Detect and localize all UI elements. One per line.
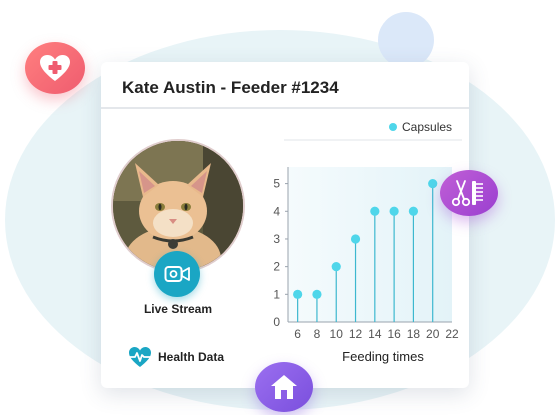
health-data-link[interactable]: Health Data — [128, 346, 224, 368]
data-point — [350, 234, 361, 244]
x-tick-label: 20 — [426, 327, 440, 341]
x-tick-label: 22 — [445, 327, 459, 341]
data-point — [428, 179, 438, 189]
live-stream-label: Live Stream — [143, 302, 213, 316]
data-point — [293, 289, 303, 299]
x-tick-label: 8 — [314, 327, 321, 341]
y-tick-label: 0 — [273, 315, 280, 329]
live-stream-button[interactable] — [154, 251, 200, 297]
x-tick-label: 12 — [349, 327, 363, 341]
legend-marker — [389, 123, 397, 131]
x-tick-label: 18 — [407, 327, 421, 341]
feeder-card: Kate Austin - Feeder #1234 — [101, 62, 469, 388]
data-point — [408, 206, 419, 216]
heartbeat-icon — [129, 347, 151, 367]
data-point — [331, 262, 341, 272]
y-tick-label: 3 — [273, 232, 280, 246]
x-tick-label: 6 — [294, 327, 301, 341]
data-point — [389, 206, 399, 216]
x-axis-label: Feeding times — [342, 349, 424, 364]
grooming-tools-icon — [451, 180, 483, 207]
background-bubble — [378, 12, 434, 68]
title-divider — [101, 107, 469, 109]
grooming-badge — [440, 170, 498, 216]
card-title: Kate Austin - Feeder #1234 — [122, 78, 339, 97]
x-tick-label: 14 — [368, 327, 382, 341]
y-tick-label: 4 — [273, 204, 280, 218]
y-tick-label: 1 — [273, 287, 280, 301]
y-tick-label: 5 — [273, 177, 280, 191]
video-camera-icon — [164, 266, 190, 282]
data-point — [370, 206, 380, 216]
legend-label: Capsules — [402, 120, 452, 134]
y-tick-label: 2 — [273, 260, 280, 274]
cat-photo — [113, 141, 243, 271]
heart-medical-icon — [40, 55, 70, 81]
data-point — [312, 289, 322, 299]
health-data-label: Health Data — [158, 350, 225, 364]
heart-medical-badge — [25, 42, 85, 94]
cat-avatar — [111, 139, 245, 273]
plot-area — [288, 167, 452, 322]
home-icon — [271, 375, 297, 399]
x-tick-label: 16 — [387, 327, 401, 341]
x-tick-label: 10 — [330, 327, 344, 341]
home-badge — [255, 362, 313, 412]
